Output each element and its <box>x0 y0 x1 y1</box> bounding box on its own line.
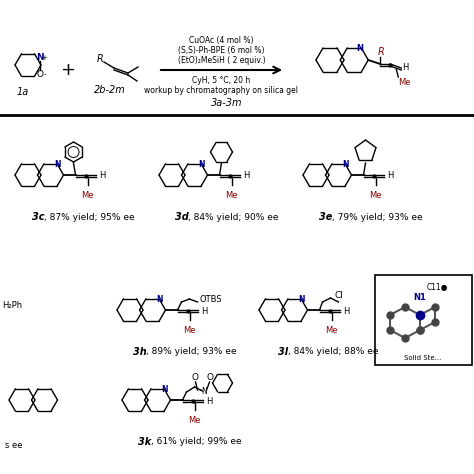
Text: O: O <box>191 374 198 383</box>
Text: R: R <box>97 54 103 64</box>
Text: , 89% yield; 93% ee: , 89% yield; 93% ee <box>146 347 237 356</box>
Text: Me: Me <box>325 326 338 335</box>
Text: , 84% yield; 88% ee: , 84% yield; 88% ee <box>288 347 379 356</box>
Text: N: N <box>54 160 60 169</box>
Text: , 84% yield; 90% ee: , 84% yield; 90% ee <box>188 212 279 221</box>
Text: -: - <box>44 72 46 78</box>
Text: H: H <box>388 172 394 181</box>
Text: CuOAc (4 mol %): CuOAc (4 mol %) <box>189 36 254 45</box>
Text: N: N <box>161 385 167 394</box>
Text: Me: Me <box>369 191 382 200</box>
Text: Me: Me <box>81 191 94 200</box>
Text: s ee: s ee <box>5 440 22 449</box>
Text: 3h: 3h <box>133 347 146 357</box>
Text: 3d: 3d <box>174 212 188 222</box>
Text: (EtO)₂MeSiH ( 2 equiv.): (EtO)₂MeSiH ( 2 equiv.) <box>178 55 265 64</box>
Text: Me: Me <box>188 416 201 425</box>
Text: H: H <box>344 307 350 316</box>
Text: H: H <box>201 307 208 316</box>
Text: Me: Me <box>225 191 238 200</box>
Text: H: H <box>207 396 213 405</box>
Text: CyH, 5 °C, 20 h: CyH, 5 °C, 20 h <box>192 75 251 84</box>
Text: workup by chromatography on silica gel: workup by chromatography on silica gel <box>145 85 299 94</box>
Text: 1a: 1a <box>17 87 29 97</box>
Text: O: O <box>37 70 44 79</box>
Text: 3c: 3c <box>32 212 44 222</box>
Text: 3k: 3k <box>138 437 151 447</box>
Text: R: R <box>378 47 384 57</box>
Text: 3e: 3e <box>319 212 332 222</box>
Text: H: H <box>244 172 250 181</box>
Text: 2b-2m: 2b-2m <box>94 85 126 95</box>
Text: OTBS: OTBS <box>200 295 222 304</box>
Bar <box>375 275 472 365</box>
Text: Cl: Cl <box>334 292 343 301</box>
Text: +: + <box>41 55 47 61</box>
Text: H₂Ph: H₂Ph <box>2 301 22 310</box>
Text: N: N <box>357 45 364 54</box>
Text: Me: Me <box>183 326 196 335</box>
Text: 3l: 3l <box>278 347 288 357</box>
Text: N: N <box>156 295 162 304</box>
Text: , 61% yield; 99% ee: , 61% yield; 99% ee <box>151 438 242 447</box>
Text: , 79% yield; 93% ee: , 79% yield; 93% ee <box>332 212 423 221</box>
Text: 3a-3m: 3a-3m <box>211 98 242 108</box>
Text: +: + <box>61 61 75 79</box>
Text: O: O <box>206 374 213 383</box>
Text: N1: N1 <box>413 292 427 301</box>
Text: Me: Me <box>398 78 411 86</box>
Text: , 87% yield; 95% ee: , 87% yield; 95% ee <box>44 212 135 221</box>
Text: N: N <box>201 386 208 395</box>
Text: N: N <box>198 160 204 169</box>
Text: Solid Ste...: Solid Ste... <box>404 355 442 361</box>
Text: H: H <box>100 172 106 181</box>
Text: (S,S)-Ph-BPE (6 mol %): (S,S)-Ph-BPE (6 mol %) <box>178 46 265 55</box>
Text: C11●: C11● <box>426 283 447 292</box>
Text: N: N <box>298 295 304 304</box>
Text: N: N <box>342 160 348 169</box>
Text: N: N <box>36 53 44 62</box>
Text: H: H <box>402 63 409 72</box>
